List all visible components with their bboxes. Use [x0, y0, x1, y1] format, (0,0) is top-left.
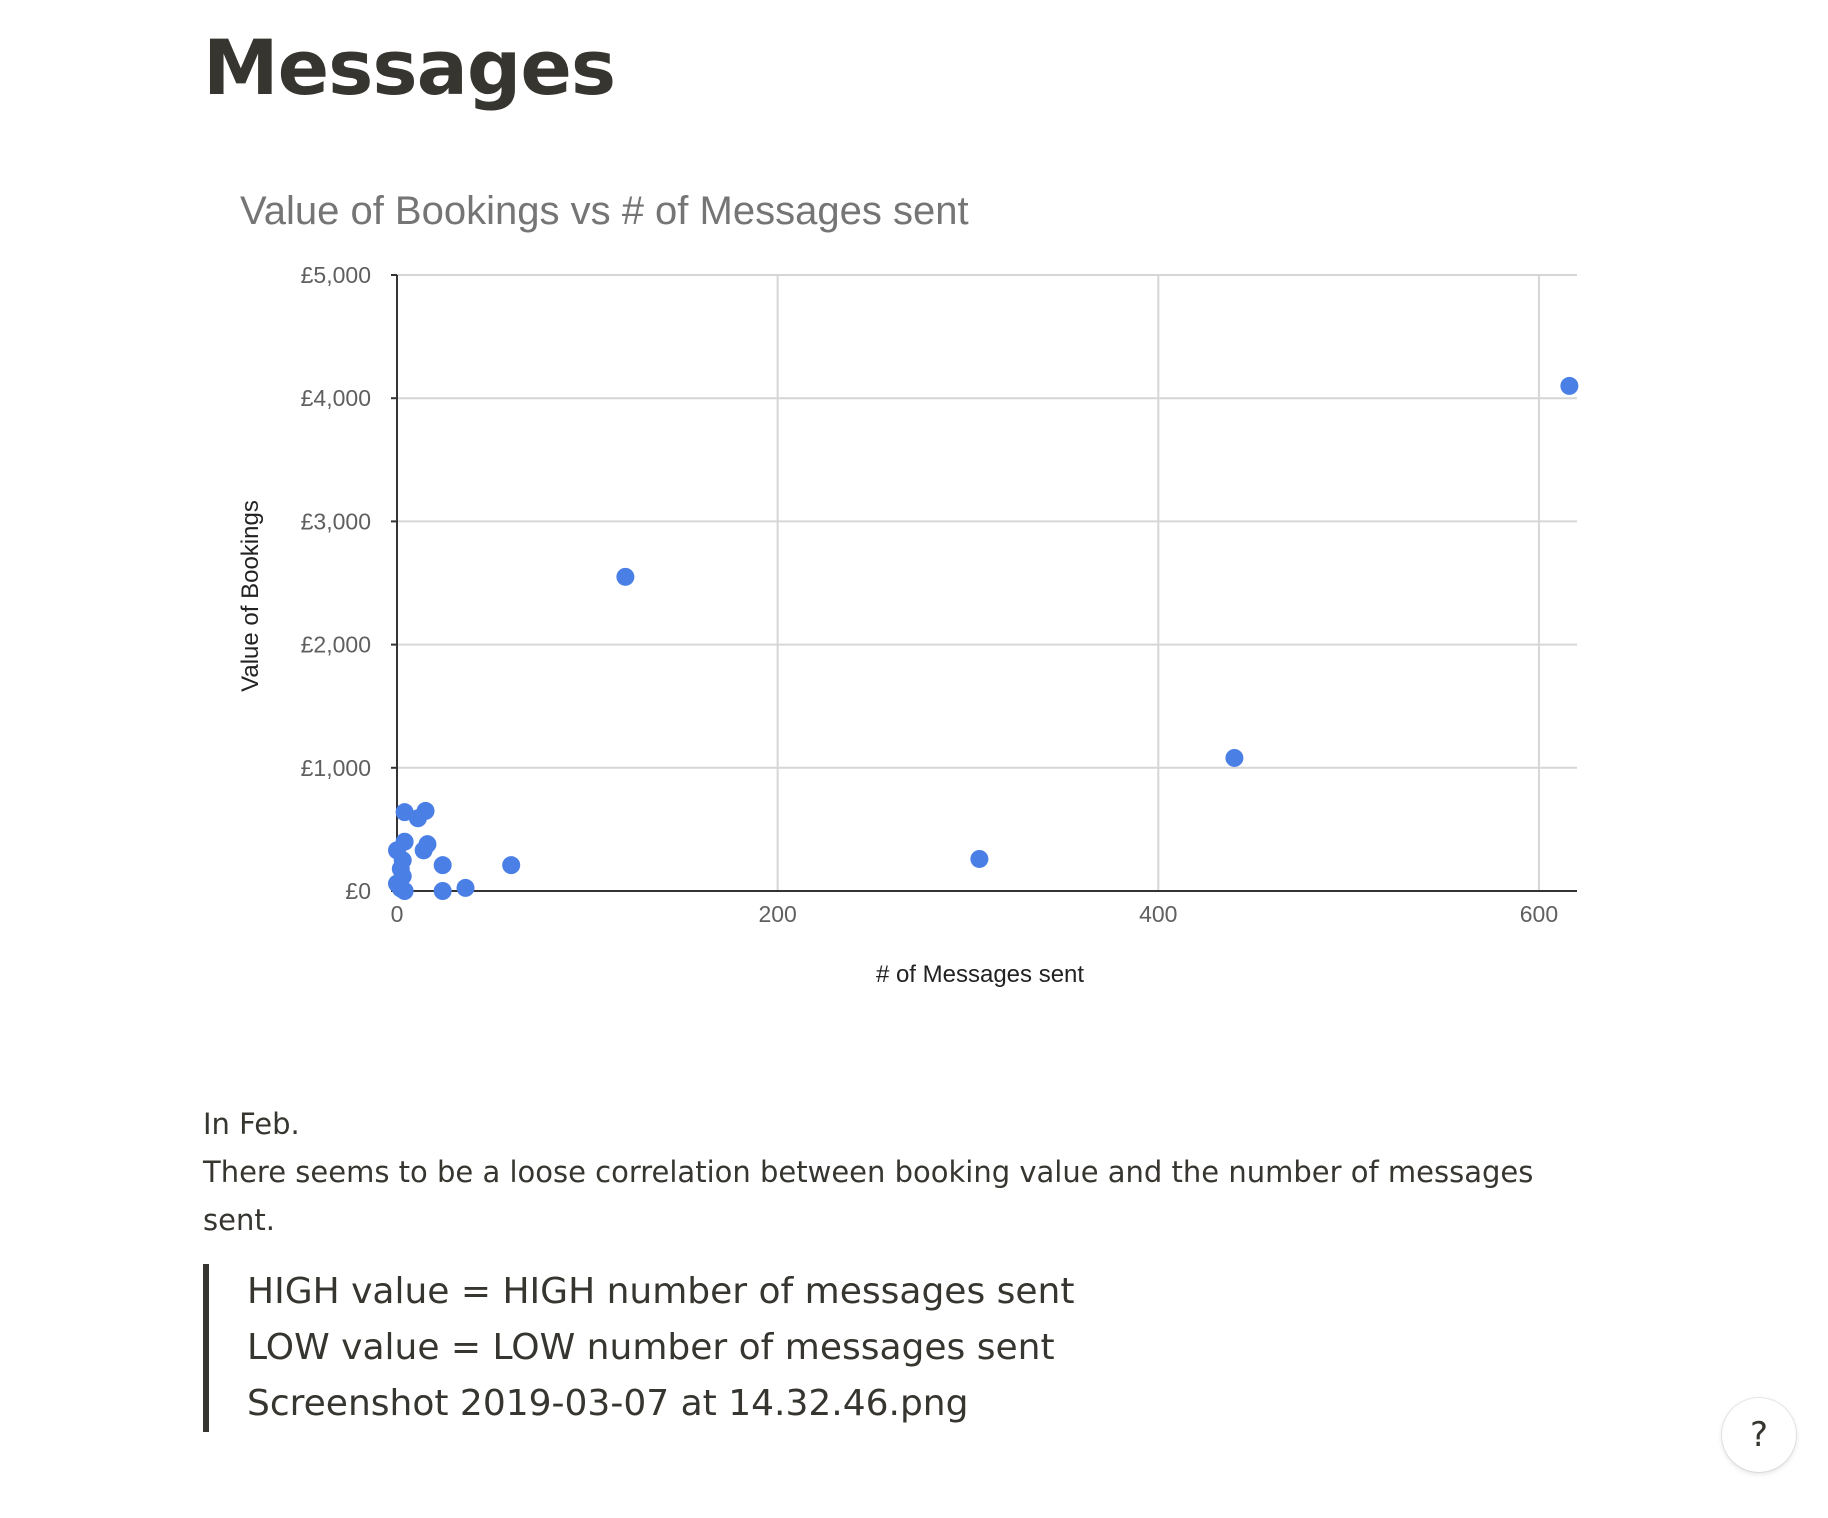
body-line-month: In Feb.: [203, 1107, 300, 1141]
data-point: [456, 878, 475, 897]
chart-block: Value of Bookings vs # of Messages sent …: [237, 189, 1579, 988]
data-point: [970, 849, 989, 868]
quote-line-filename: Screenshot 2019-03-07 at 14.32.46.png: [247, 1383, 969, 1424]
data-point: [414, 841, 433, 860]
chart-points: [388, 376, 1579, 900]
data-point: [502, 856, 521, 875]
chart-tick-labels: £0 £1,000 £2,000 £3,000 £4,000 £5,000 0 200 400 6…: [301, 262, 1558, 927]
chart-grid: [397, 274, 1577, 891]
data-point: [395, 803, 414, 822]
body-line-observation: There seems to be a loose correlation be…: [203, 1155, 1534, 1237]
x-axis-title: # of Messages sent: [876, 961, 1084, 988]
body-text: In Feb. There seems to be a loose correl…: [203, 1100, 1603, 1244]
y-tick-label: £5,000: [301, 262, 371, 288]
quote-line-high: HIGH value = HIGH number of messages sen…: [247, 1271, 1075, 1312]
data-point: [433, 882, 452, 900]
y-tick-label: £2,000: [301, 632, 371, 658]
blockquote: HIGH value = HIGH number of messages sen…: [203, 1264, 1547, 1432]
page-title: Messages: [203, 23, 616, 112]
chart-title: Value of Bookings vs # of Messages sent: [240, 189, 969, 233]
y-tick-label: £1,000: [301, 755, 371, 781]
y-tick-label: £4,000: [301, 385, 371, 411]
x-tick-label: 600: [1520, 901, 1558, 927]
quote-line-low: LOW value = LOW number of messages sent: [247, 1327, 1055, 1368]
y-axis-title: Value of Bookings: [237, 500, 264, 692]
y-tick-label: £3,000: [301, 508, 371, 534]
scatter-chart: Value of Bookings vs # of Messages sent …: [237, 189, 1579, 988]
x-tick-label: 0: [391, 901, 404, 927]
x-tick-label: 200: [758, 901, 796, 927]
data-point: [433, 856, 452, 875]
x-tick-label: 400: [1139, 901, 1177, 927]
data-point: [395, 882, 414, 900]
help-button[interactable]: ?: [1722, 1398, 1796, 1472]
data-point: [1560, 376, 1579, 395]
data-point: [1225, 748, 1244, 767]
y-tick-label: £0: [345, 878, 371, 904]
data-point: [616, 567, 635, 586]
chart-axes: [391, 274, 1577, 892]
